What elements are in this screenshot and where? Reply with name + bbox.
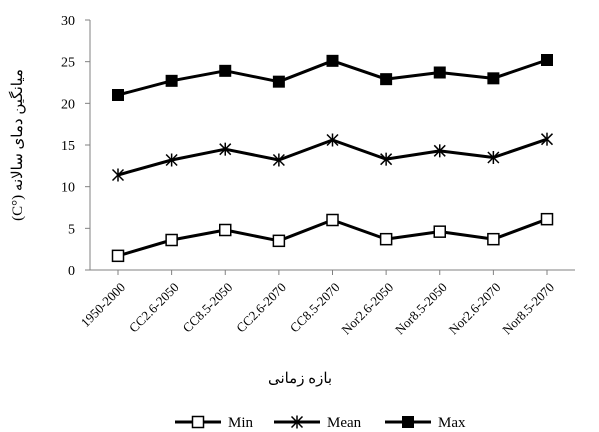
x-tick-label: Nor8.5-2070 <box>499 280 557 338</box>
data-point-mean <box>272 153 285 167</box>
data-point-min <box>272 234 286 248</box>
data-point-min <box>111 249 125 263</box>
data-point-max <box>326 54 339 67</box>
y-tick-label: 20 <box>61 97 75 112</box>
legend-label: Max <box>438 415 466 431</box>
data-point-max <box>219 64 232 77</box>
data-point-mean <box>326 133 339 147</box>
x-tick-label: CC2.6-2050 <box>126 280 182 336</box>
y-tick-label: 0 <box>68 264 75 279</box>
legend-label: Min <box>228 415 254 431</box>
series-max <box>112 54 553 101</box>
x-axis-title: بازه زمانی <box>268 371 332 387</box>
data-point-min <box>433 225 446 238</box>
data-point-min <box>487 232 500 246</box>
data-point-mean <box>165 153 178 167</box>
data-point-max <box>112 89 124 101</box>
data-point-min <box>165 233 178 247</box>
series-lines <box>111 54 554 263</box>
y-axis: 0 5 10 15 20 25 30 <box>61 14 91 279</box>
legend-marker <box>290 415 304 429</box>
data-point-mean <box>380 152 393 166</box>
x-tick-label: CC2.6-2070 <box>233 280 289 336</box>
data-point-min <box>540 212 554 226</box>
x-tick-label: 1950-2000 <box>78 280 128 330</box>
x-tick-label: Nor8.5-2050 <box>392 280 450 338</box>
series-mean <box>111 132 554 182</box>
data-point-max <box>380 73 393 86</box>
legend-item-max: Max <box>385 415 466 431</box>
legend-item-min: Min <box>175 415 254 431</box>
legend-marker <box>191 415 205 429</box>
data-point-mean <box>487 151 500 164</box>
series-min <box>111 212 554 263</box>
data-point-max <box>487 72 500 85</box>
data-point-min <box>326 213 339 227</box>
legend-item-mean: Mean <box>274 415 362 431</box>
data-point-max <box>541 54 553 66</box>
legend: Min Mean Max <box>175 415 466 431</box>
data-point-min <box>379 232 393 246</box>
x-axis: 1950-2000CC2.6-2050CC8.5-2050CC2.6-2070C… <box>78 269 575 338</box>
y-tick-label: 15 <box>61 139 75 154</box>
x-tick-label: Nor2.6-2070 <box>446 280 504 338</box>
data-point-mean <box>111 168 125 182</box>
legend-marker <box>402 416 414 428</box>
x-tick-label: CC8.5-2070 <box>287 280 343 336</box>
data-point-min <box>219 223 232 237</box>
y-tick-label: 30 <box>61 14 75 29</box>
y-tick-label: 5 <box>68 222 75 237</box>
data-point-mean <box>433 144 446 158</box>
y-axis-title: میانگین دمای سالانه (°C) <box>8 69 26 221</box>
y-tick-label: 25 <box>61 56 75 71</box>
data-point-max <box>433 66 446 79</box>
y-tick-label: 10 <box>61 181 75 196</box>
data-point-mean <box>219 142 232 156</box>
data-point-max <box>272 75 285 88</box>
x-tick-label: Nor2.6-2050 <box>338 280 396 338</box>
data-point-mean <box>540 132 554 146</box>
x-tick-label: CC8.5-2050 <box>180 280 236 336</box>
data-point-max <box>165 74 178 87</box>
legend-label: Mean <box>327 415 362 431</box>
